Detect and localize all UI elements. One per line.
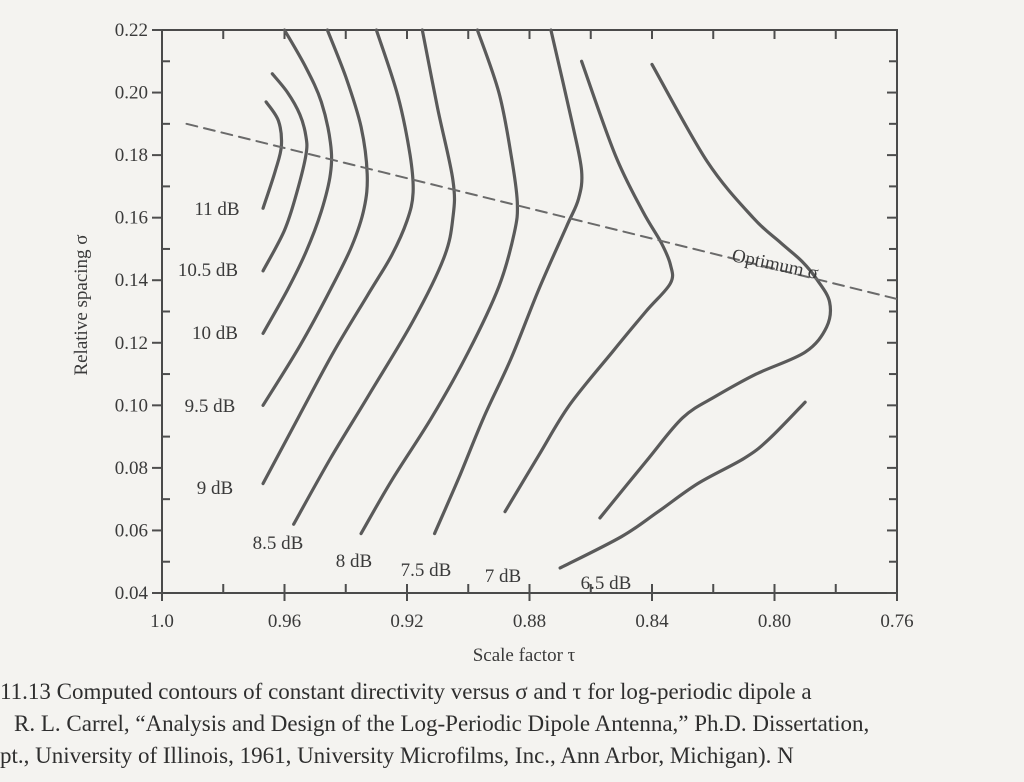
y-tick-label: 0.10 <box>115 395 148 416</box>
contour-label: 10.5 dB <box>178 260 238 281</box>
caption-line-3: pt., University of Illinois, 1961, Unive… <box>0 743 794 768</box>
y-axis-ticks: 0.04 0.06 0.08 0.10 0.12 0.14 0.16 0.18 0.20 0.22 <box>115 20 897 604</box>
contour-label: 7.5 dB <box>401 560 452 581</box>
contour-line <box>261 100 284 210</box>
y-tick-label: 0.18 <box>115 145 148 166</box>
contour-line <box>261 28 369 407</box>
caption-line-2: R. L. Carrel, “Analysis and Design of th… <box>14 711 870 736</box>
x-axis-label: Scale factor τ <box>473 645 576 666</box>
contour-chart: 1.0 0.96 0.92 0.88 0.84 0.80 0.76 0.04 0.06 0.08… <box>71 20 914 666</box>
contour-line <box>359 28 520 536</box>
contour-labels: 11 dB 10.5 dB 10 dB 9.5 dB 9 dB 8.5 dB 8 dB 7.5… <box>178 199 820 594</box>
y-tick-label: 0.08 <box>115 458 148 479</box>
y-tick-label: 0.16 <box>115 208 148 229</box>
contour-line <box>261 28 334 335</box>
contour-label: Optimum σ <box>730 245 820 284</box>
y-tick-label: 0.14 <box>115 270 149 291</box>
contour-label: 8.5 dB <box>253 533 304 554</box>
contour-label: 6.5 dB <box>581 573 632 594</box>
contour-line <box>261 28 415 486</box>
contour-label: 11 dB <box>194 199 239 220</box>
x-tick-label: 0.92 <box>390 611 423 632</box>
caption-line-1: 11.13 Computed contours of constant dire… <box>0 679 812 704</box>
contour-line <box>292 28 457 526</box>
contour-label: 8 dB <box>336 551 372 572</box>
contour-line <box>598 62 833 520</box>
y-tick-label: 0.04 <box>115 583 149 604</box>
contour-series <box>185 28 898 570</box>
y-tick-label: 0.20 <box>115 83 148 104</box>
x-tick-label: 0.84 <box>635 611 669 632</box>
contour-label: 9 dB <box>197 478 233 499</box>
x-tick-label: 0.80 <box>758 611 791 632</box>
y-axis-label: Relative spacing σ <box>71 234 92 375</box>
contour-line <box>432 28 584 536</box>
optimum-sigma-line <box>185 122 898 300</box>
x-tick-label: 0.96 <box>268 611 301 632</box>
y-tick-label: 0.12 <box>115 333 148 354</box>
y-tick-label: 0.22 <box>115 20 148 41</box>
x-tick-label: 0.76 <box>880 611 913 632</box>
contour-line <box>503 59 675 514</box>
contour-line <box>261 72 309 273</box>
x-tick-label: 1.0 <box>150 611 174 632</box>
x-axis-ticks: 1.0 0.96 0.92 0.88 0.84 0.80 0.76 <box>150 30 914 632</box>
figure-caption: 11.13 Computed contours of constant dire… <box>0 676 1024 772</box>
contour-line <box>558 400 807 570</box>
contour-label: 7 dB <box>485 566 521 587</box>
y-tick-label: 0.06 <box>115 520 148 541</box>
contour-label: 10 dB <box>192 323 238 344</box>
x-tick-label: 0.88 <box>513 611 546 632</box>
contour-label: 9.5 dB <box>185 396 236 417</box>
